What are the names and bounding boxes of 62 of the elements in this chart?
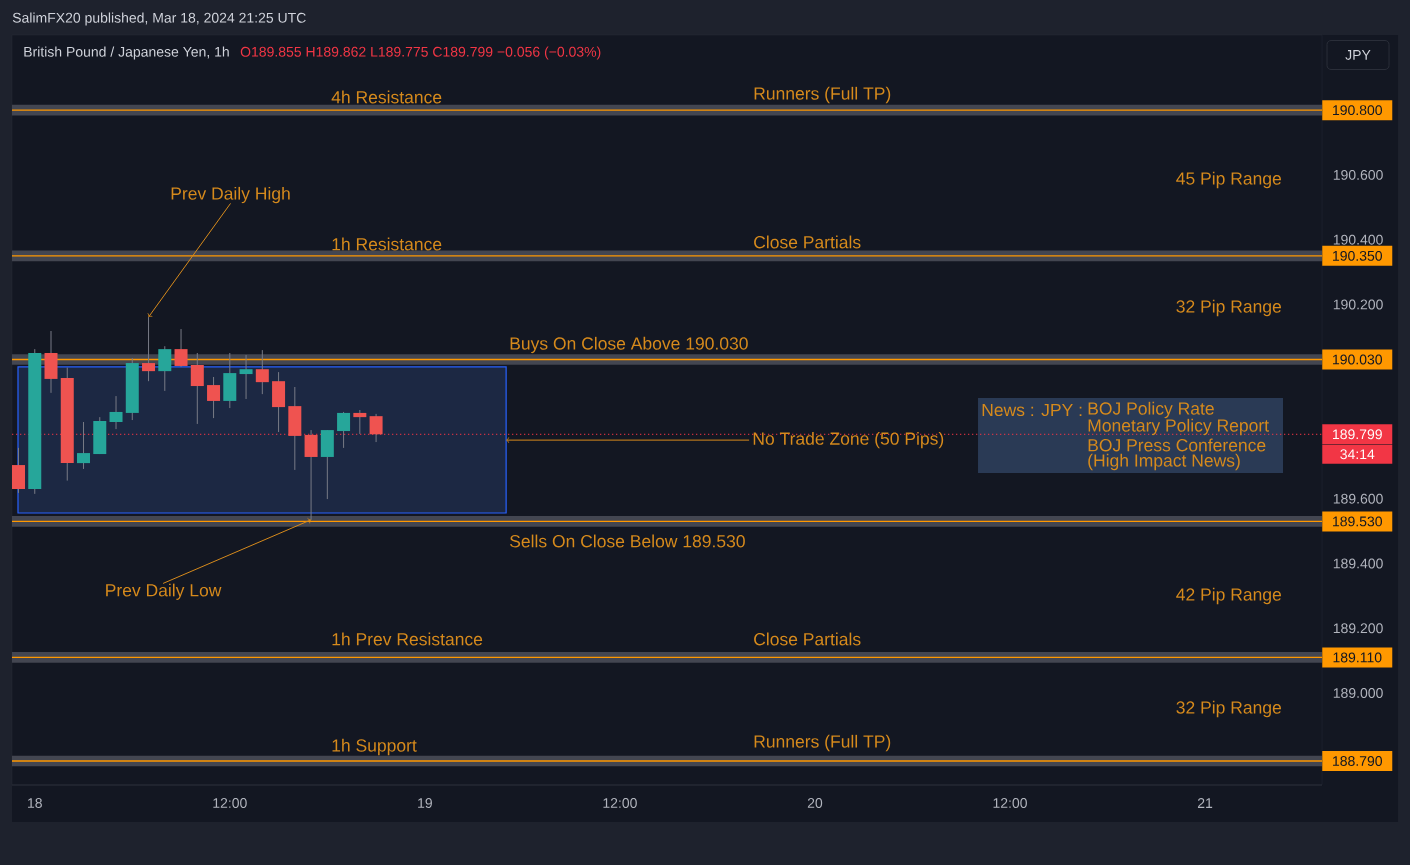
annotation: BOJ Press Conference [1088,438,1266,452]
x-tick-label: 18 [28,798,42,808]
annotation: Runners (Full TP) [754,734,891,752]
candlestick [158,345,172,392]
candlestick [255,349,269,395]
candlestick [174,328,188,368]
annotation: Sells On Close Below 189.530 [510,534,745,548]
ref-line-label: 188.790 [1333,756,1383,767]
x-tick-label: 20 [807,798,823,808]
ref-line-label: 189.799 [1333,429,1382,440]
x-tick-label: 12:00 [213,798,247,808]
candlestick [304,429,318,521]
text: 34:14 [1340,449,1375,460]
candlestick [353,409,367,435]
candlestick [77,421,91,470]
annotation: 1h Prev Resistance [332,632,483,646]
candlestick [109,395,123,430]
y-tick-label: 189.600 [1333,493,1383,504]
annotation: Runners (Full TP) [754,86,891,104]
y-tick-label: 190.600 [1333,169,1383,180]
annotation: (High Impact News) [1088,453,1240,471]
annotation: 1h Resistance [332,237,442,251]
annotation: Monetary Policy Report [1088,418,1269,436]
y-tick-label: 190.400 [1333,234,1383,245]
candlestick [337,411,351,449]
candlestick [12,447,25,494]
annotation: 32 Pip Range [1176,299,1281,317]
annotation: Prev Daily High [171,186,290,204]
ref-line-label: 190.030 [1333,354,1383,365]
candlestick [239,354,253,400]
annotation: 1h Support [332,738,417,756]
annotation: Close Partials [754,632,861,646]
annotation: BOJ Policy Rate [1088,401,1214,419]
annotation: News : JPY : [982,403,1082,417]
annotation: 32 Pip Range [1176,700,1281,718]
ref-line-label: 189.110 [1333,652,1382,663]
annotation: 42 Pip Range [1176,587,1281,605]
x-tick-label: 12:00 [603,798,637,808]
text: British Pound / Japanese Yen, 1h [24,46,229,60]
annotation: Buys On Close Above 190.030 [510,336,748,354]
y-tick-label: 190.200 [1333,299,1383,310]
y-tick-label: 189.000 [1333,688,1383,698]
annotation: 4h Resistance [331,90,442,104]
text: O189.855 H189.862 L189.775 C189.799 −0.056 (−0.03%) [240,46,601,60]
annotation: Prev Daily Low [106,583,222,600]
y-tick-label: 189.200 [1333,623,1383,634]
text: SalimFX20 published, Mar 18, 2024 21:25 UTC [12,12,306,26]
candlestick [369,413,383,443]
y-tick-label: 189.400 [1333,558,1383,569]
ref-line-label: 190.800 [1333,105,1383,116]
candlestick [207,376,221,419]
candlestick [190,352,204,425]
y-axis-title: JPY [1345,50,1371,60]
x-tick-label: 19 [418,798,432,808]
annotation: 45 Pip Range [1176,171,1281,189]
annotation: No Trade Zone (50 Pips) [753,431,944,449]
x-tick-label: 12:00 [993,798,1027,808]
x-tick-label: 21 [1197,798,1213,808]
ref-line-label: 189.530 [1333,516,1383,527]
annotation: Close Partials [754,235,861,249]
candlestick [142,316,156,382]
ref-line-label: 190.350 [1333,250,1383,261]
